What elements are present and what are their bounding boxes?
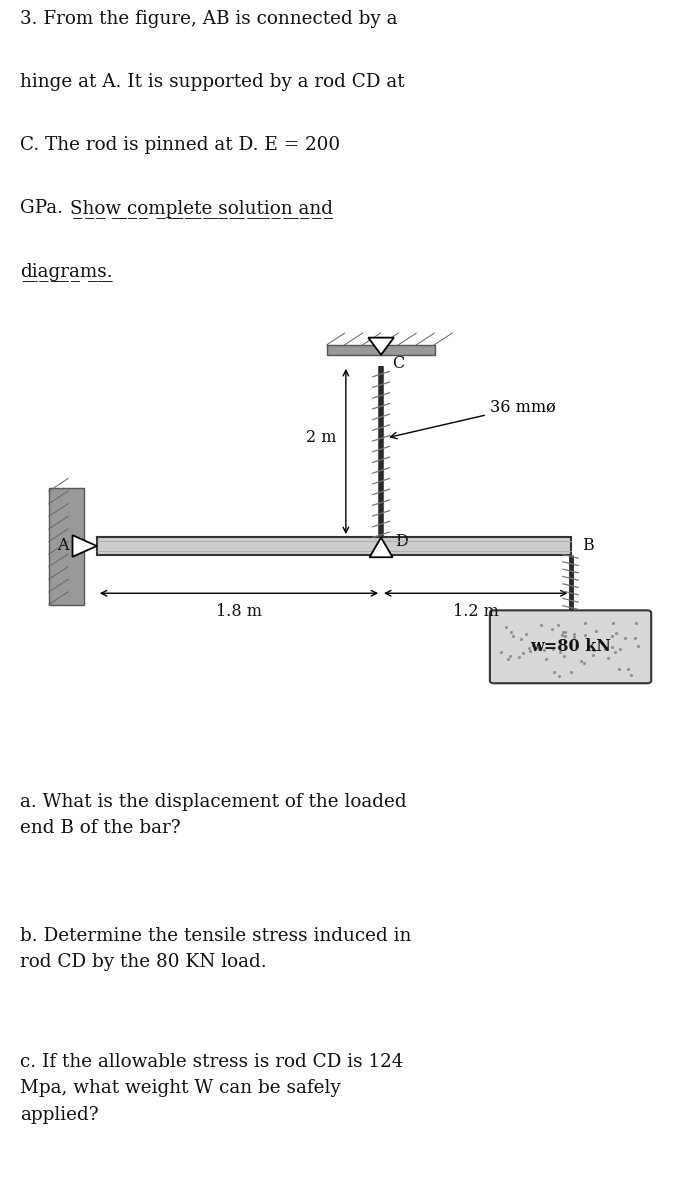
Polygon shape bbox=[370, 538, 392, 557]
Text: hinge at A. It is supported by a rod CD at: hinge at A. It is supported by a rod CD … bbox=[20, 73, 405, 91]
Text: D: D bbox=[395, 533, 408, 550]
Polygon shape bbox=[72, 535, 97, 557]
Bar bbox=[49, 487, 84, 605]
Text: 2 m: 2 m bbox=[306, 430, 336, 446]
Text: c. If the allowable stress is rod CD is 124
Mpa, what weight W can be safely
app: c. If the allowable stress is rod CD is … bbox=[20, 1054, 404, 1123]
Text: b. Determine the tensile stress induced in
rod CD by the 80 KN load.: b. Determine the tensile stress induced … bbox=[20, 926, 412, 972]
Text: a. What is the displacement of the loaded
end B of the bar?: a. What is the displacement of the loade… bbox=[20, 792, 407, 838]
Text: 36 mmø: 36 mmø bbox=[390, 398, 556, 439]
Text: GPa.: GPa. bbox=[20, 199, 75, 217]
Bar bbox=[97, 538, 571, 554]
Text: 1.8 m: 1.8 m bbox=[216, 604, 262, 620]
Text: B: B bbox=[582, 538, 594, 554]
Text: w=80 kN: w=80 kN bbox=[530, 638, 611, 655]
Text: A: A bbox=[57, 538, 69, 554]
Text: 3. From the figure, AB is connected by a: 3. From the figure, AB is connected by a bbox=[20, 10, 398, 28]
FancyBboxPatch shape bbox=[490, 611, 651, 683]
Text: C: C bbox=[392, 355, 405, 372]
Text: C. The rod is pinned at D. E = 200: C. The rod is pinned at D. E = 200 bbox=[20, 136, 340, 154]
Text: S̲h̲o̲w̲ ̲c̲o̲m̲p̲l̲e̲t̲e̲ ̲s̲o̲l̲u̲t̲i̲o̲n̲ ̲a̲n̲d̲: S̲h̲o̲w̲ ̲c̲o̲m̲p̲l̲e̲t̲e̲ ̲s̲o̲l̲u̲t̲i̲… bbox=[70, 199, 333, 218]
Text: d̲i̲a̲g̲r̲a̲m̲s̲.̲: d̲i̲a̲g̲r̲a̲m̲s̲.̲ bbox=[20, 263, 113, 281]
Bar bbox=[327, 344, 435, 355]
Text: 1.2 m: 1.2 m bbox=[453, 604, 498, 620]
Polygon shape bbox=[368, 337, 394, 355]
